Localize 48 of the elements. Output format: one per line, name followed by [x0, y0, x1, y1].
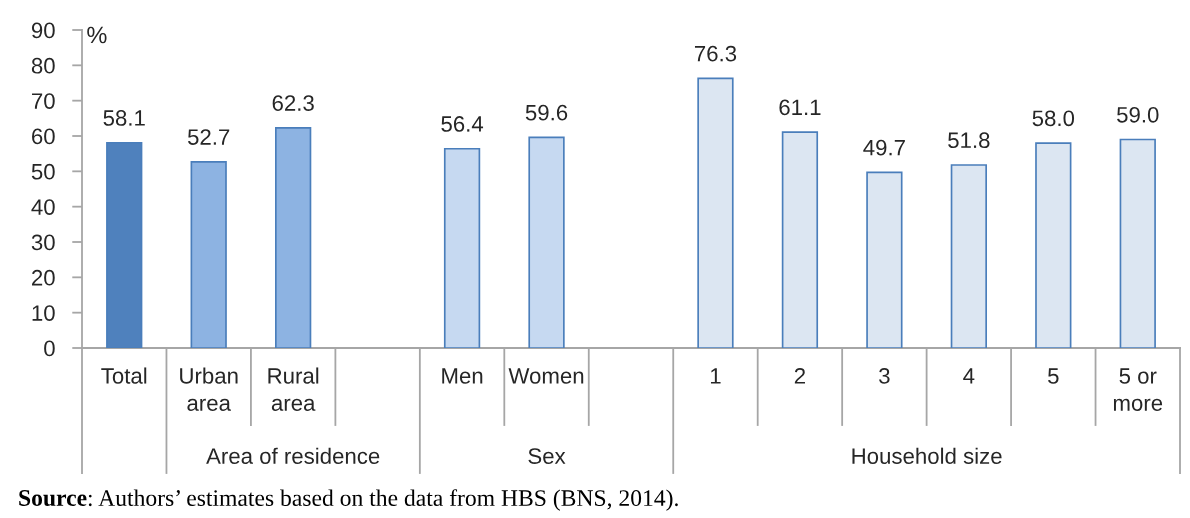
x-tick-label: 3: [879, 368, 890, 384]
x-tick-label: Urban area: [180, 367, 238, 411]
data-label: 61.1: [779, 99, 821, 116]
x-tick-label: 5 or more: [1113, 368, 1163, 411]
data-label: 62.3: [272, 95, 314, 111]
bar: [106, 141, 143, 348]
data-label: 58.1: [103, 110, 145, 126]
bar: [1119, 138, 1156, 348]
bar: [781, 131, 819, 348]
bar: [1035, 142, 1072, 348]
x-tick-label: Women: [508, 368, 584, 384]
x-tick-label: 4: [963, 368, 975, 384]
data-label: 56.4: [441, 116, 484, 132]
y-axis-title: %: [87, 26, 107, 44]
x-tick-label: Total: [101, 367, 147, 384]
bar: [866, 171, 903, 348]
y-tick-label: 60: [32, 128, 55, 145]
y-tick-label: 70: [32, 93, 55, 109]
bar: [950, 164, 987, 348]
bar: [190, 160, 227, 348]
data-label: 59.6: [525, 104, 568, 121]
data-label: 58.0: [1032, 110, 1075, 127]
text: Area of residence: [206, 447, 380, 464]
y-tick-label: 20: [32, 269, 55, 286]
data-label: 59.0: [1117, 106, 1159, 123]
data-label: 52.7: [187, 129, 230, 145]
x-tick-label: 5: [1048, 368, 1059, 384]
x-tick-label: 2: [794, 368, 805, 384]
x-tick-label: Rural area: [268, 367, 319, 411]
data-label: 76.3: [694, 45, 737, 62]
y-tick-label: 0: [44, 340, 55, 357]
data-label: 49.7: [863, 139, 905, 156]
bar: [275, 127, 312, 348]
data-label: 51.8: [948, 132, 990, 149]
y-tick-label: 40: [31, 199, 55, 215]
bar: [697, 77, 734, 348]
bar: [528, 136, 565, 348]
y-tick-label: 80: [31, 57, 55, 74]
x-tick-label: Men: [442, 368, 483, 384]
text: Household size: [852, 447, 1002, 464]
bar: [443, 147, 481, 348]
source-note: Source: Authors’ estimates based on the data from HBS (BNS, 2014).: [19, 489, 678, 511]
x-tick-label: 1: [710, 368, 721, 384]
y-tick-label: 50: [31, 163, 55, 180]
text: Sex: [528, 448, 566, 464]
y-tick-label: 30: [31, 234, 55, 251]
y-tick-label: 90: [31, 22, 55, 39]
y-tick-label: 10: [32, 305, 55, 321]
